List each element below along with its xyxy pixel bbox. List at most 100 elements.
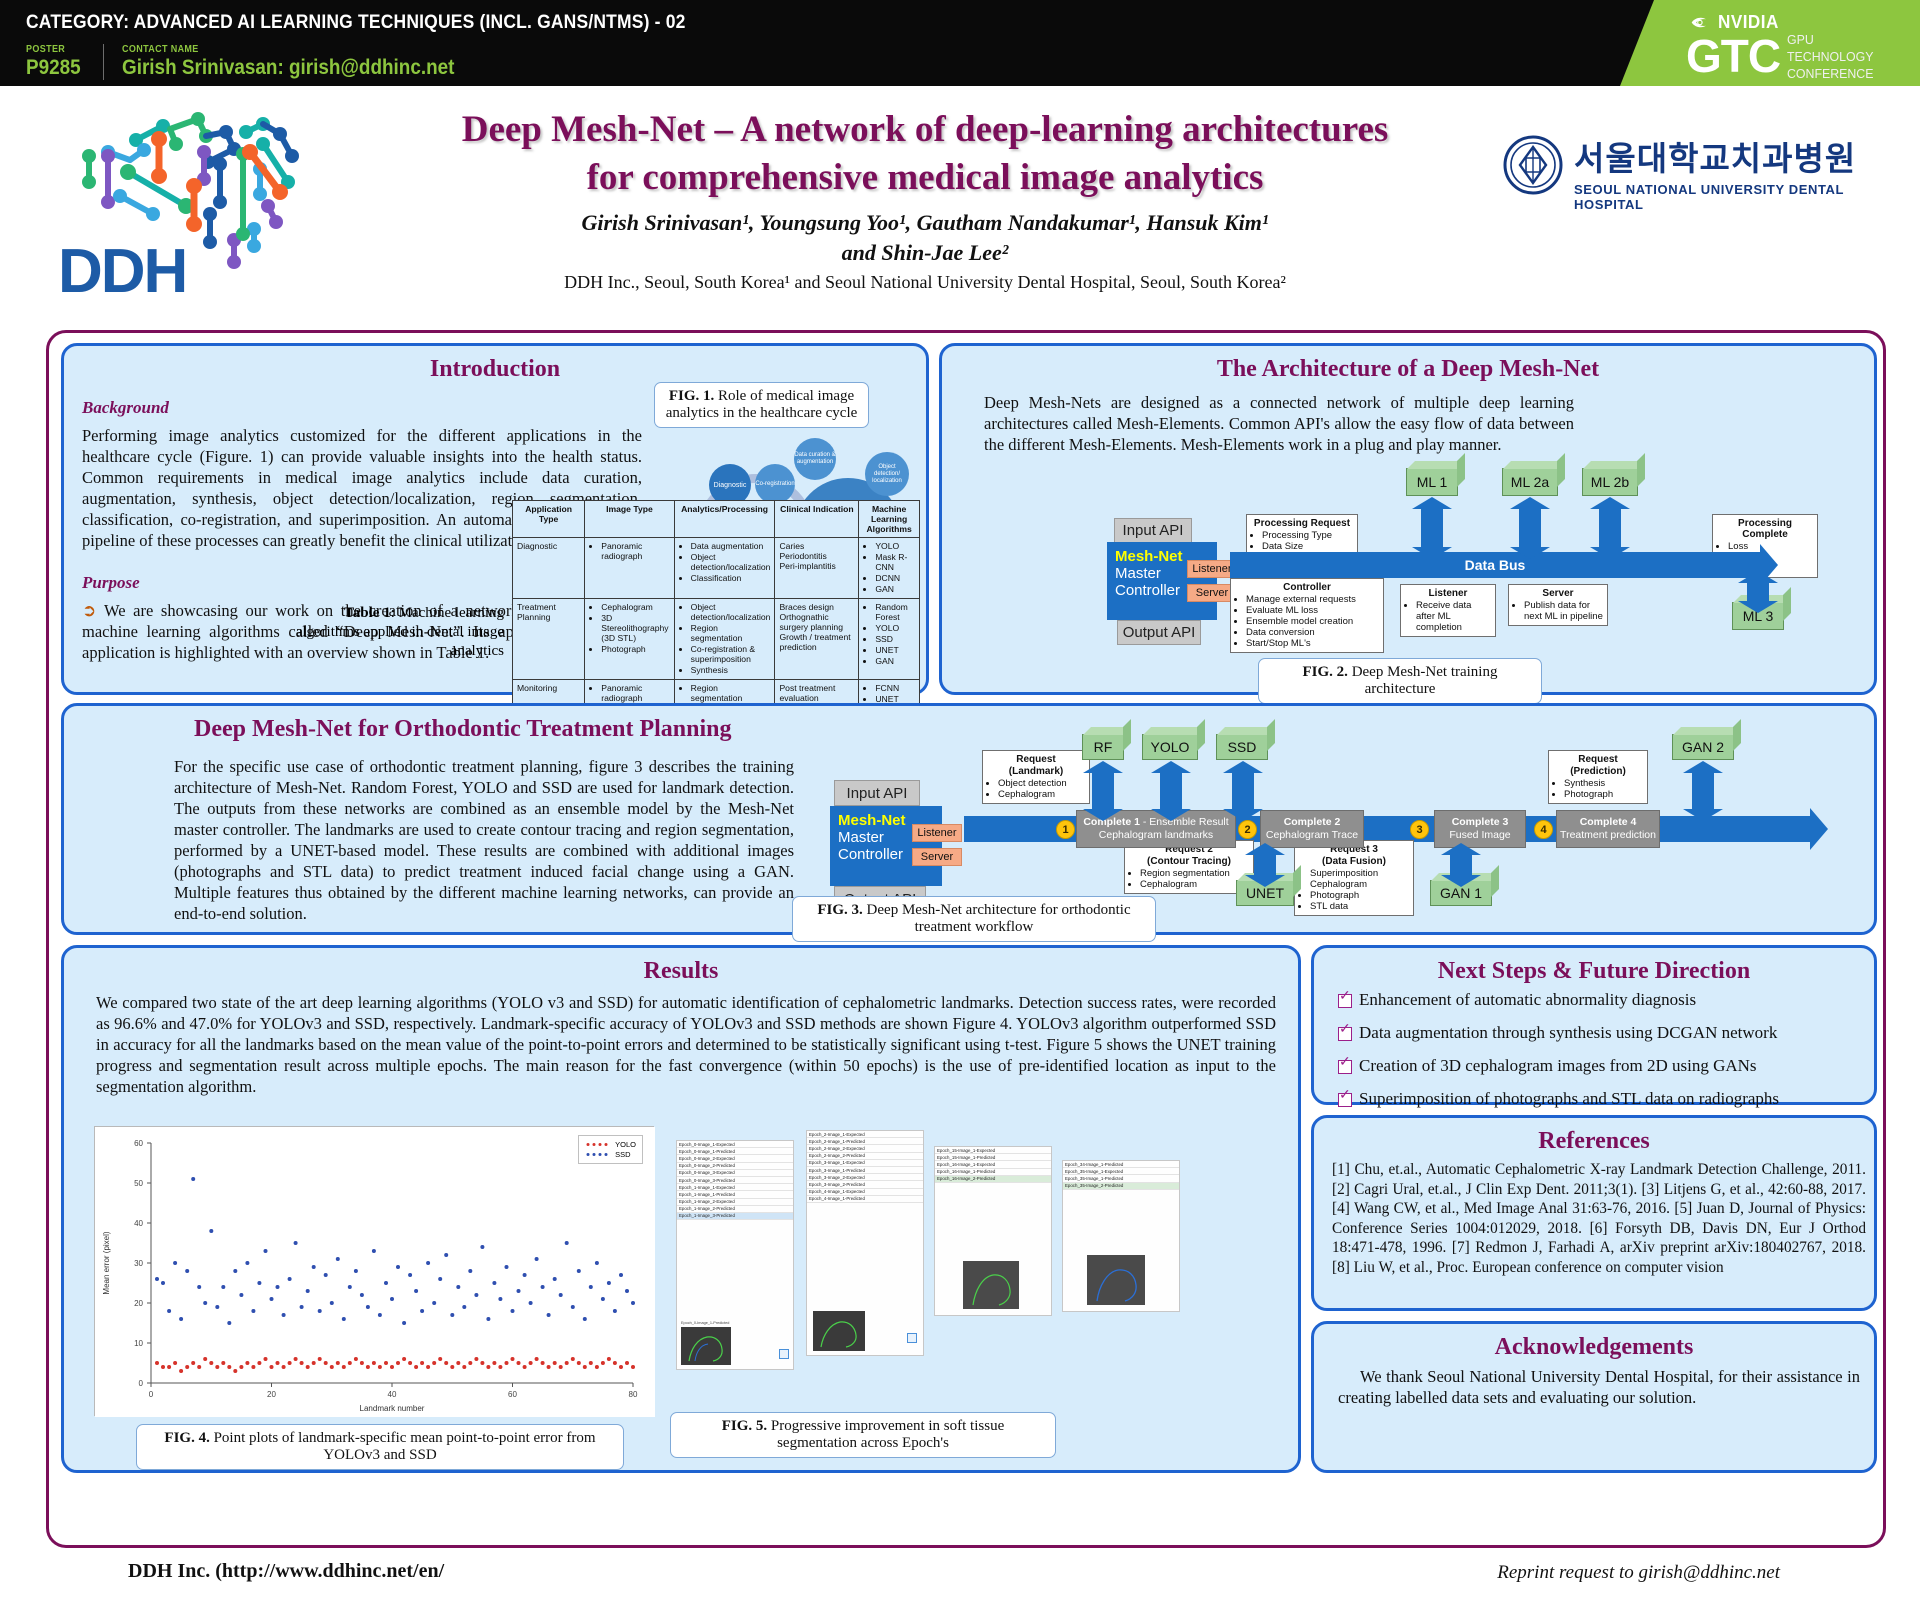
svg-text:20: 20 xyxy=(134,1299,143,1308)
server-items: Publish data for next ML in pipeline xyxy=(1513,600,1603,622)
poster-label: POSTER xyxy=(26,44,66,55)
input-api-box: Input API xyxy=(1114,518,1192,543)
bubble-co-registration: Co-registration xyxy=(755,464,795,504)
th-analytics: Analytics/Processing xyxy=(673,500,776,538)
cell-algorithms: YOLOMask R-CNNDCNNGAN xyxy=(858,537,920,599)
fig4-caption: FIG. 4. Point plots of landmark-specific… xyxy=(136,1424,624,1470)
next-step-item-4[interactable]: Superimposition of photographs and STL d… xyxy=(1338,1089,1862,1109)
snu-korean-name: 서울대학교치과병원 xyxy=(1574,140,1857,177)
gtc-subtitle: GPU TECHNOLOGY CONFERENCE xyxy=(1787,32,1874,81)
ortho-server-pill: Server xyxy=(912,848,962,866)
rf-arrow-icon xyxy=(1083,761,1123,821)
step-1-badge: 1 xyxy=(1056,820,1075,839)
server-pill: Server xyxy=(1187,584,1237,602)
table-row: Treatment PlanningCephalogram3D Stereoli… xyxy=(511,598,920,680)
next-step-label: Creation of 3D cephalogram images from 2… xyxy=(1359,1056,1757,1075)
panel-introduction: Introduction Background Performing image… xyxy=(61,343,929,730)
svg-text:Landmark number: Landmark number xyxy=(360,1404,425,1413)
legend-entry-ssd: SSD xyxy=(585,1150,636,1159)
step-2-badge: 2 xyxy=(1238,820,1257,839)
ortho-text: For the specific use case of orthodontic… xyxy=(174,757,794,923)
svg-text:0: 0 xyxy=(149,1390,154,1399)
ortho-controller-label: Controller xyxy=(838,846,904,863)
ml-node-yolo: YOLO xyxy=(1142,734,1198,760)
request3-box: Request 3 (Data Fusion) Superimposition … xyxy=(1294,840,1414,916)
cephalogram-trace-icon-3 xyxy=(963,1261,1019,1309)
request2-items: Region segmentation Cephalogram xyxy=(1129,868,1249,890)
fig2-caption: FIG. 2. Deep Mesh-Net training architect… xyxy=(1258,658,1542,704)
epoch-screenshot-1: Epoch_0-Image_1-Expected Epoch_0-Image_1… xyxy=(676,1140,794,1370)
mesh-net-label: Mesh-Net xyxy=(1115,548,1183,565)
poster-header: DDH Deep Mesh-Net – A network of deep-le… xyxy=(0,86,1920,324)
svg-text:Mean error (pixel): Mean error (pixel) xyxy=(102,1231,111,1294)
author-list: Girish Srinivasan¹, Youngsung Yoo¹, Gaut… xyxy=(360,208,1490,268)
footer-reprint: Reprint request to girish@ddhinc.net xyxy=(1497,1562,1781,1583)
cell-indication: Braces design Orthognathic surgery planni… xyxy=(774,598,860,680)
background-subheading: Background xyxy=(82,398,169,417)
page-title: Deep Mesh-Net – A network of deep-learni… xyxy=(360,106,1490,202)
bubble-diagnostic: Diagnostic xyxy=(709,464,751,506)
panel-results: Results We compared two state of the art… xyxy=(61,945,1301,1473)
check-icon xyxy=(1338,1089,1352,1107)
ml-node-gan2: GAN 2 xyxy=(1672,734,1734,760)
svg-text:30: 30 xyxy=(134,1259,143,1268)
ml3-arrow-icon xyxy=(1738,571,1778,613)
next-steps-heading: Next Steps & Future Direction xyxy=(1437,958,1751,984)
architecture-heading: The Architecture of a Deep Mesh-Net xyxy=(1216,356,1600,382)
listener-info-box: Listener Receive data after ML completio… xyxy=(1400,584,1496,637)
data-bus: Data Bus xyxy=(1230,544,1778,586)
author-line2: and Shin-Jae Lee² xyxy=(841,240,1009,265)
check-icon xyxy=(1338,1056,1352,1074)
introduction-heading: Introduction xyxy=(429,356,561,382)
step-3-badge: 3 xyxy=(1410,820,1429,839)
nvidia-wordmark: NVIDIA xyxy=(1718,12,1779,32)
next-step-item-2[interactable]: Data augmentation through synthesis usin… xyxy=(1338,1023,1862,1043)
ddh-brain-logo-icon xyxy=(82,112,299,269)
epoch-screenshot-4: Epoch_34-Image_1-Predicted Epoch_35-Imag… xyxy=(1062,1160,1180,1312)
acknowledgements-text: We thank Seoul National University Denta… xyxy=(1338,1367,1860,1407)
architecture-text: Deep Mesh-Nets are designed as a connect… xyxy=(984,393,1574,454)
request4-box: Request (Prediction) Synthesis Photograp… xyxy=(1548,750,1648,804)
gan1-arrow-icon xyxy=(1441,843,1481,887)
th-ml-algorithms: Machine Learning Algorithms xyxy=(858,500,920,538)
controller-items: Manage external requests Evaluate ML los… xyxy=(1235,594,1379,649)
complete4-box: Complete 4 Treatment prediction xyxy=(1556,810,1660,848)
legend-marker-yolo xyxy=(586,1143,608,1146)
next-step-label: Enhancement of automatic abnormality dia… xyxy=(1359,990,1697,1009)
svg-text:40: 40 xyxy=(388,1390,397,1399)
cell-algorithms: Random ForestYOLOSSDUNETGAN xyxy=(858,598,920,680)
cell-application-type: Diagnostic xyxy=(511,537,586,599)
svg-text:60: 60 xyxy=(508,1390,517,1399)
next-step-item-3[interactable]: Creation of 3D cephalogram images from 2… xyxy=(1338,1056,1862,1076)
svg-text:50: 50 xyxy=(134,1179,143,1188)
th-application-type: Application Type xyxy=(511,500,586,538)
th-clinical-indication: Clinical Indication xyxy=(774,500,860,538)
footer-email[interactable]: girish@ddhinc.net xyxy=(1638,1562,1781,1583)
contact-value[interactable]: Girish Srinivasan: girish@ddhinc.net xyxy=(121,56,455,79)
checkbox-icon-2[interactable] xyxy=(907,1333,917,1343)
listener-items: Receive data after ML completion xyxy=(1405,600,1491,633)
checkbox-icon[interactable] xyxy=(779,1349,789,1359)
chart-legend: YOLO SSD xyxy=(578,1135,643,1164)
check-icon xyxy=(1338,1023,1352,1041)
ml1-arrow-icon xyxy=(1412,497,1452,559)
footer-website[interactable]: DDH Inc. (http://www.ddhinc.net/en/ xyxy=(128,1560,445,1582)
panel-architecture: The Architecture of a Deep Mesh-Net Deep… xyxy=(939,343,1877,704)
gtc-logo-block: NVIDIA GTC GPU TECHNOLOGY CONFERENCE xyxy=(1620,0,1920,86)
ortho-input-api-box: Input API xyxy=(834,780,920,806)
legend-entry-yolo: YOLO xyxy=(585,1140,636,1149)
gan2-arrow-icon xyxy=(1683,761,1723,821)
request2-box: Request 2 (Contour Tracing) Region segme… xyxy=(1124,840,1254,894)
request4-items: Synthesis Photograph xyxy=(1553,778,1643,800)
xray-thumbnail-4 xyxy=(1087,1255,1145,1305)
next-steps-list: Enhancement of automatic abnormality dia… xyxy=(1338,990,1862,1122)
snu-crest-icon xyxy=(1503,135,1563,195)
fig3-diagram: Input API Mesh-Net Master Controller Lis… xyxy=(824,718,1870,928)
next-step-item-1[interactable]: Enhancement of automatic abnormality dia… xyxy=(1338,990,1862,1010)
ssd-arrow-icon xyxy=(1223,761,1263,821)
yolo-arrow-icon xyxy=(1151,761,1191,821)
table-header-row: Application Type Image Type Analytics/Pr… xyxy=(511,500,920,538)
mesh-net-master-controller: Mesh-Net Master Controller xyxy=(1107,542,1217,620)
cell-application-type: Treatment Planning xyxy=(511,598,586,680)
